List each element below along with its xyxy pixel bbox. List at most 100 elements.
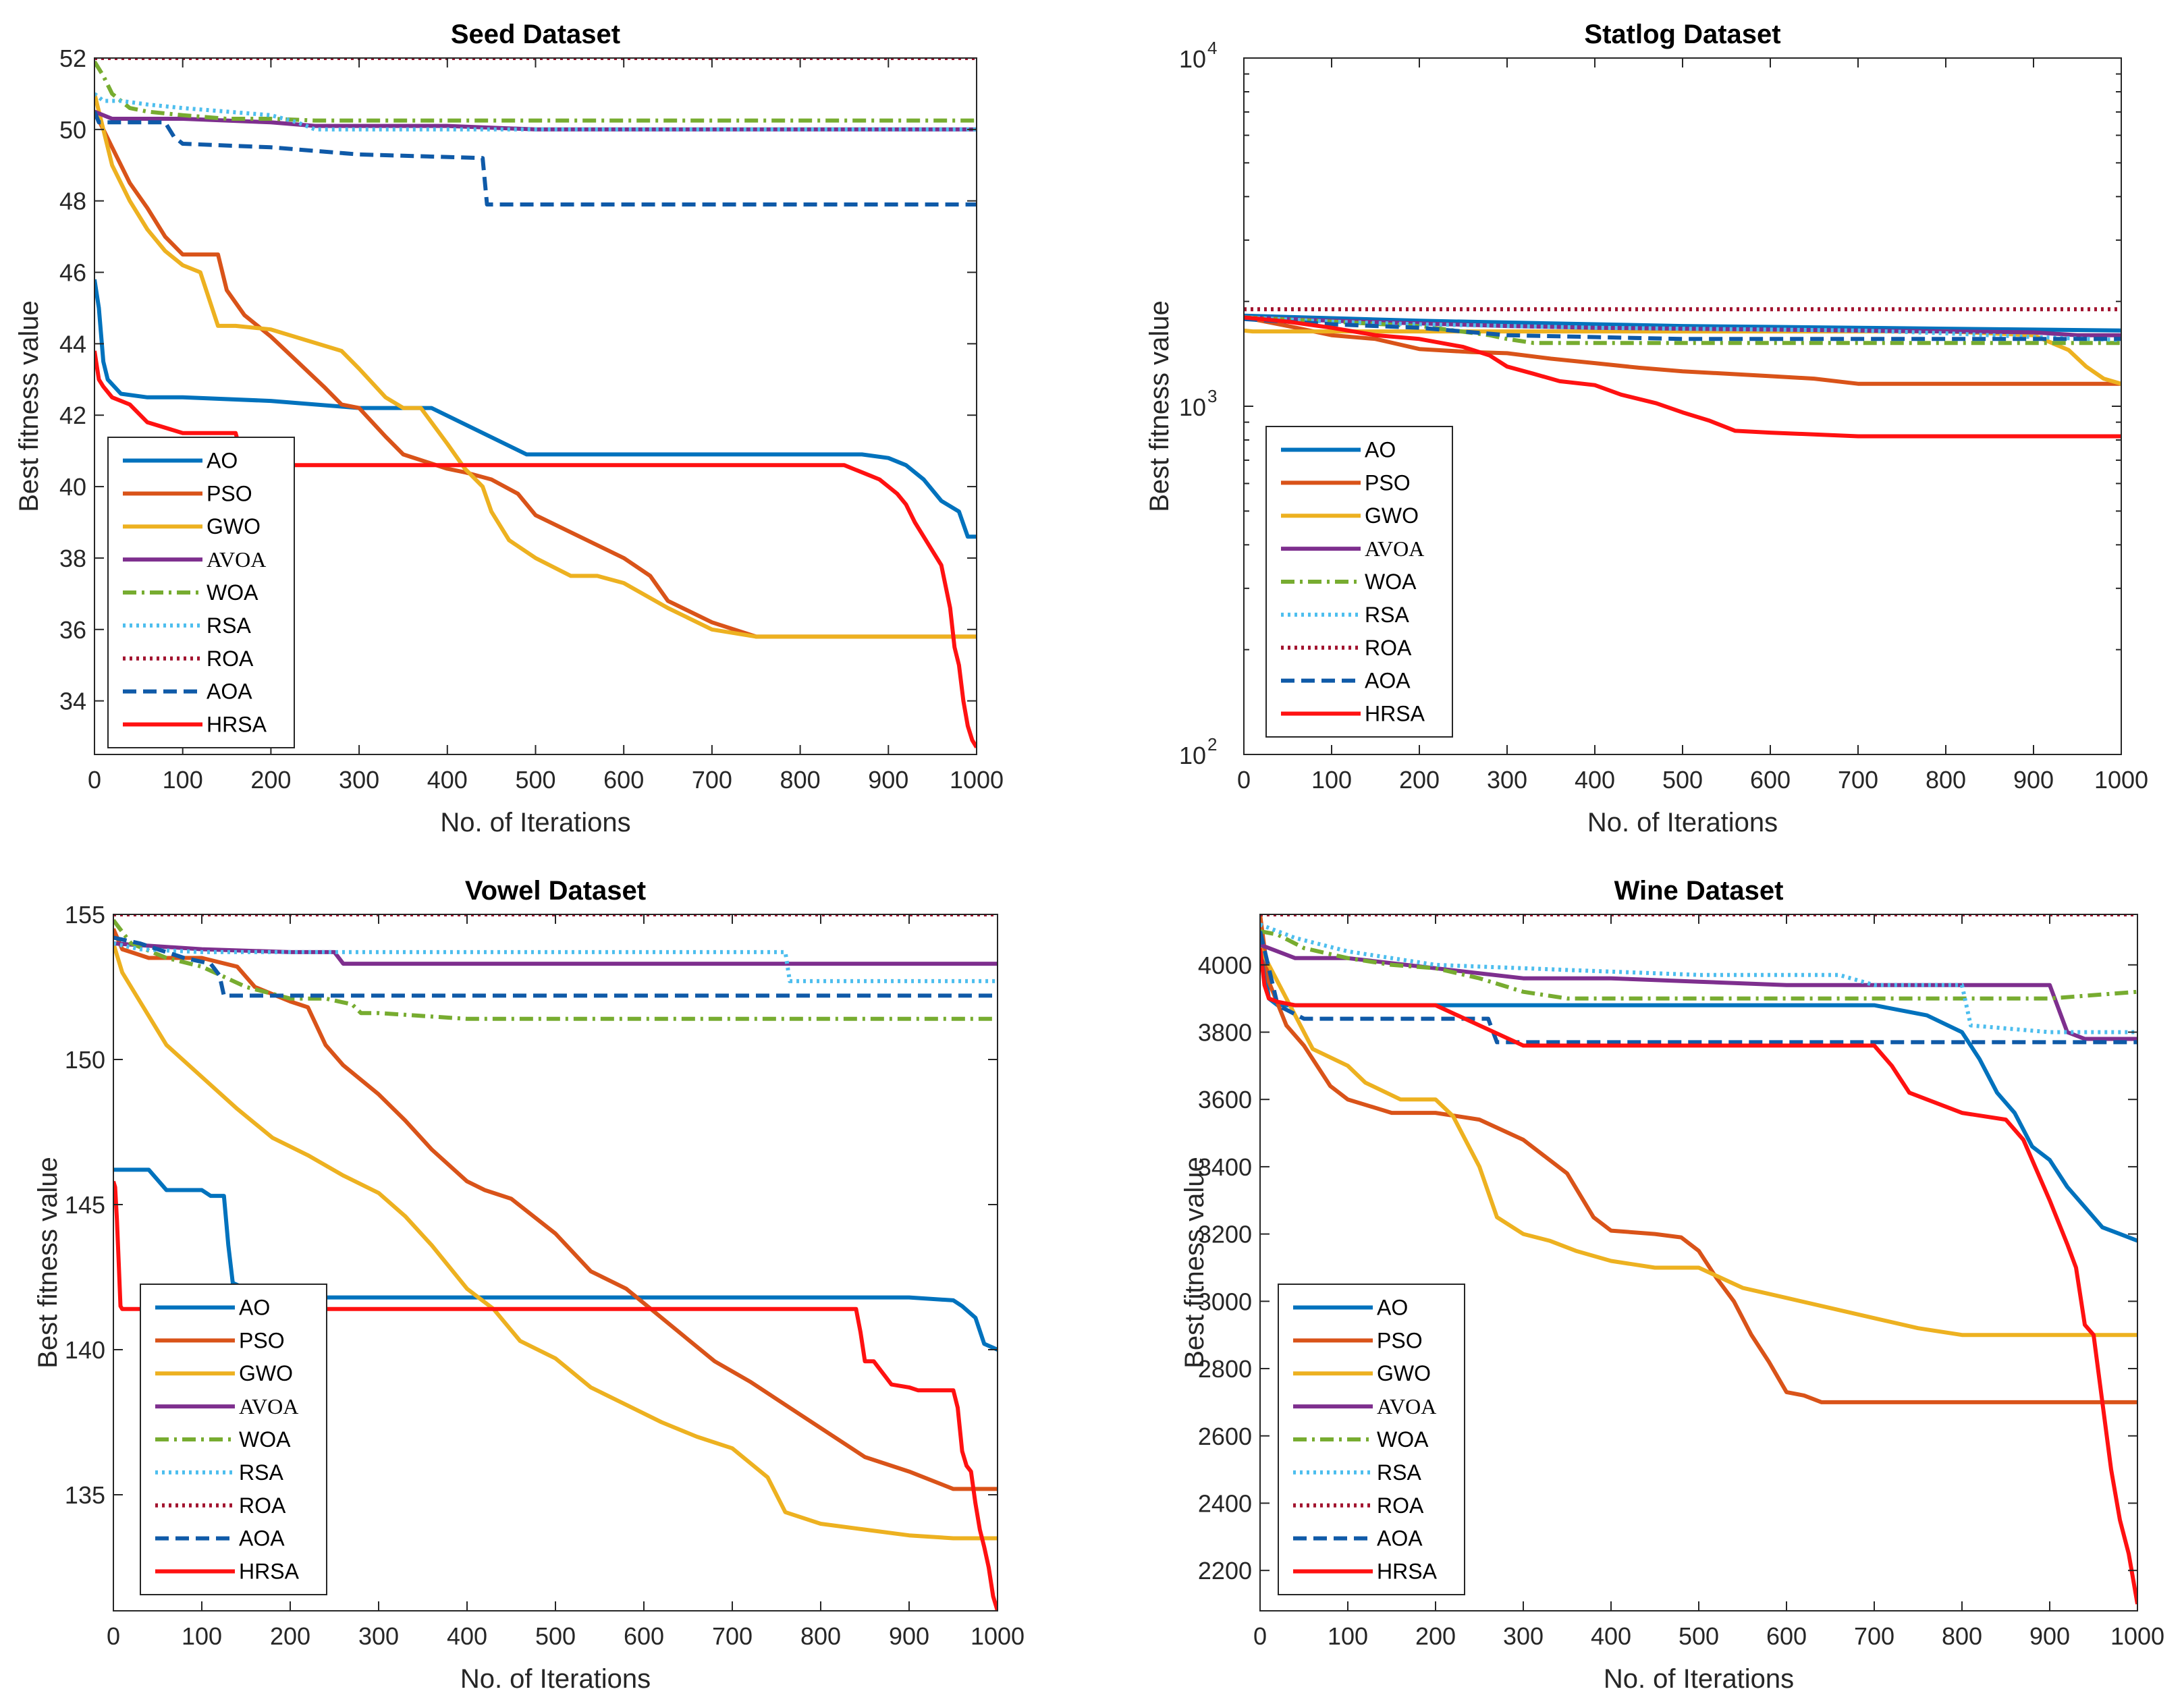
x-tick-label: 500 (1679, 1622, 1719, 1650)
series-group (94, 58, 977, 748)
x-axis-label: No. of Iterations (1604, 1664, 1794, 1694)
chart-title: Statlog Dataset (1584, 20, 1780, 49)
x-tick-label: 100 (163, 766, 203, 794)
x-tick-label: 100 (1311, 766, 1352, 794)
x-tick-label: 500 (515, 766, 555, 794)
x-tick-label: 700 (1854, 1622, 1894, 1650)
series-line-avoa (1244, 315, 2121, 337)
legend-label-gwo: GWO (239, 1361, 293, 1385)
series-line-hrsa (1260, 947, 2137, 1605)
x-tick-label: 800 (800, 1622, 841, 1650)
legend-label-ao: AO (207, 448, 238, 472)
series-group (1260, 914, 2137, 1605)
legend-label-gwo: GWO (207, 514, 261, 539)
x-tick-label: 800 (1942, 1622, 1982, 1650)
x-tick-label: 400 (427, 766, 468, 794)
x-tick-label: 1000 (950, 766, 1004, 794)
legend-label-ao: AO (239, 1295, 270, 1319)
legend-label-aoa: AOA (1377, 1526, 1423, 1551)
series-line-woa (94, 60, 977, 123)
series-line-hrsa (94, 350, 977, 748)
x-tick-label: 300 (1503, 1622, 1544, 1650)
x-tick-label: 500 (535, 1622, 576, 1650)
legend-box (140, 1284, 327, 1595)
y-tick-exponent: 4 (1207, 38, 1217, 58)
series-line-avoa (113, 941, 998, 966)
series-line-pso (94, 111, 977, 639)
series-line-aoa (113, 935, 998, 998)
y-tick-label: 10 (1179, 45, 1206, 73)
legend-label-pso: PSO (1365, 470, 1411, 495)
x-tick-label: 400 (1575, 766, 1615, 794)
x-tick-label: 400 (1591, 1622, 1631, 1650)
chart-title: Wine Dataset (1614, 876, 1784, 906)
y-tick-label: 10 (1179, 393, 1206, 421)
y-tick-label: 3200 (1198, 1221, 1252, 1248)
x-tick-label: 0 (107, 1622, 120, 1650)
chart-title: Vowel Dataset (465, 876, 646, 906)
legend-box (1278, 1284, 1465, 1595)
x-tick-label: 0 (88, 766, 101, 794)
x-tick-label: 700 (692, 766, 732, 794)
y-tick-label: 140 (65, 1336, 105, 1364)
y-tick-label: 145 (65, 1191, 105, 1219)
x-tick-label: 300 (1487, 766, 1527, 794)
legend-label-avoa: AVOA (1377, 1394, 1436, 1418)
series-line-aoa (1260, 931, 2137, 1045)
series-line-rsa (94, 92, 977, 132)
y-tick-label: 50 (59, 116, 86, 144)
legend-label-gwo: GWO (1377, 1361, 1431, 1385)
y-tick-label: 155 (65, 901, 105, 929)
series-line-pso (113, 928, 998, 1491)
x-tick-label: 200 (1399, 766, 1440, 794)
y-tick-label: 2200 (1198, 1557, 1252, 1585)
series-line-woa (1260, 929, 2137, 1001)
x-tick-label: 100 (182, 1622, 222, 1650)
series-line-gwo (1260, 947, 2137, 1338)
chart-title: Seed Dataset (451, 20, 620, 49)
x-tick-label: 600 (1750, 766, 1791, 794)
legend-label-aoa: AOA (239, 1526, 285, 1551)
series-line-hrsa (1244, 315, 2121, 439)
y-tick-label: 36 (59, 616, 86, 644)
legend-label-hrsa: HRSA (239, 1560, 300, 1584)
legend-label-roa: ROA (1377, 1493, 1424, 1518)
legend: AO PSO GWO AVOA WOA RSA ROA AOA HRSA (1265, 426, 1453, 738)
x-axis-label: No. of Iterations (440, 808, 630, 837)
legend-label-pso: PSO (207, 481, 252, 505)
x-tick-label: 900 (2029, 1622, 2070, 1650)
y-tick-label: 10 (1179, 742, 1206, 769)
y-axis-label: Best fitness value (1180, 1157, 1209, 1369)
legend-label-aoa: AOA (207, 680, 252, 704)
legend-label-rsa: RSA (1365, 603, 1409, 627)
series-line-pso (1244, 315, 2121, 386)
legend-label-hrsa: HRSA (1377, 1560, 1438, 1584)
series-line-hrsa (113, 1180, 998, 1611)
x-tick-label: 600 (1766, 1622, 1807, 1650)
legend-label-woa: WOA (239, 1427, 291, 1452)
legend: AO PSO GWO AVOA WOA RSA ROA AOA HRSA (107, 437, 295, 748)
series-line-rsa (113, 941, 998, 983)
x-tick-label: 0 (1237, 766, 1251, 794)
y-tick-label: 46 (59, 259, 86, 287)
series-line-rsa (1244, 315, 2121, 342)
series-line-avoa (94, 109, 977, 132)
legend-label-avoa: AVOA (207, 547, 266, 572)
x-tick-label: 900 (868, 766, 908, 794)
y-tick-exponent: 2 (1207, 734, 1217, 754)
series-line-pso (1260, 914, 2137, 1404)
x-axis-label: No. of Iterations (460, 1664, 651, 1694)
x-tick-label: 900 (889, 1622, 929, 1650)
series-line-woa (1244, 315, 2121, 346)
y-tick-label: 34 (59, 688, 86, 715)
series-line-rsa (1260, 922, 2137, 1035)
legend-label-gwo: GWO (1365, 503, 1419, 528)
x-axis-label: No. of Iterations (1587, 808, 1778, 837)
y-tick-exponent: 3 (1207, 386, 1217, 406)
y-tick-label: 2800 (1198, 1355, 1252, 1383)
series-group (1244, 307, 2121, 439)
y-tick-label: 38 (59, 545, 86, 572)
legend-label-roa: ROA (207, 646, 254, 671)
legend-label-aoa: AOA (1365, 669, 1411, 693)
y-axis-label: Best fitness value (1145, 300, 1174, 512)
